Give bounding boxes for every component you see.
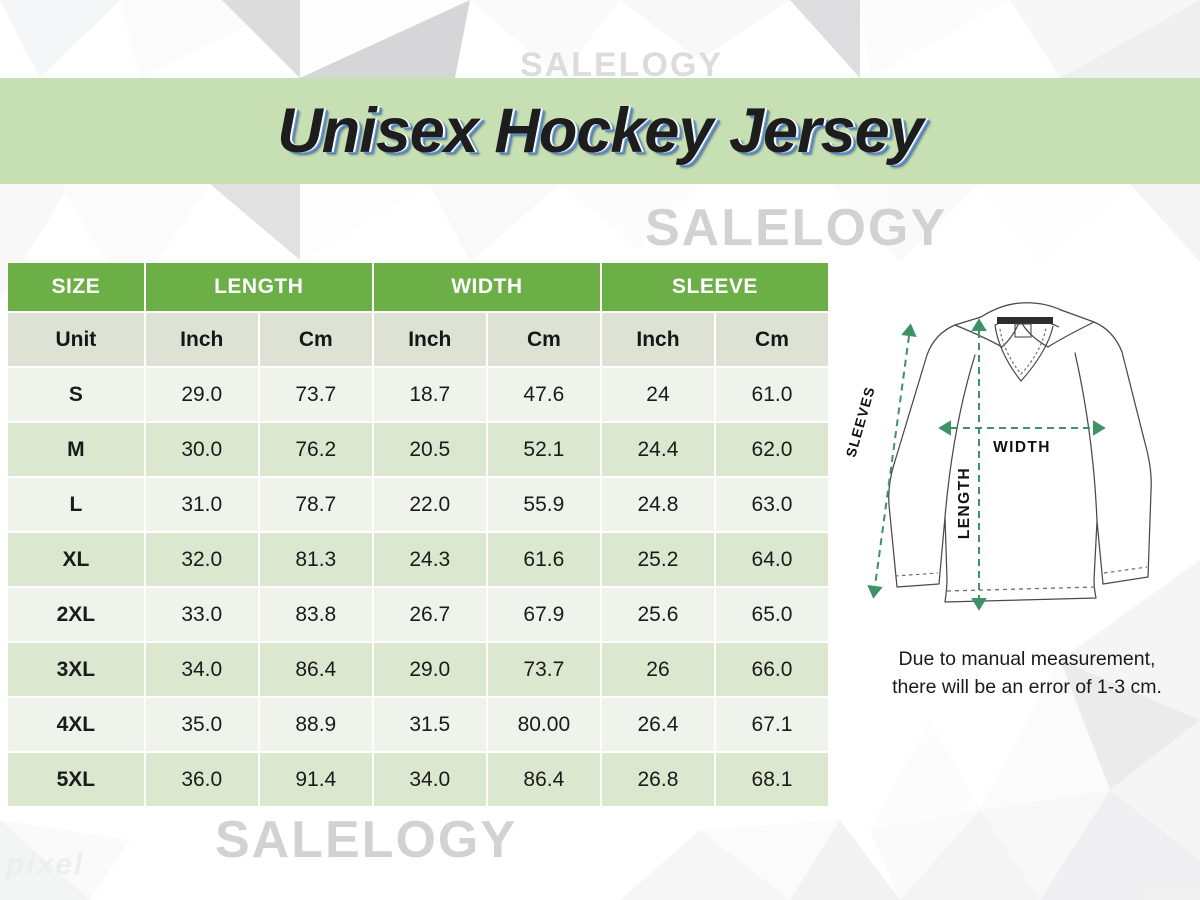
cell-length-cm: 88.9 [259, 698, 372, 751]
cell-length-cm: 83.8 [259, 588, 372, 641]
cell-width-cm: 73.7 [487, 643, 600, 696]
cell-size: L [8, 478, 144, 531]
table-group-header-row: SIZE LENGTH WIDTH SLEEVE [8, 263, 828, 311]
cell-sleeve-cm: 68.1 [715, 753, 828, 806]
page-title: Unisex Hockey Jersey [277, 96, 923, 166]
cell-size: S [8, 368, 144, 421]
cell-sleeve-in: 26.8 [601, 753, 714, 806]
cell-width-cm: 86.4 [487, 753, 600, 806]
watermark-corner: pixel [6, 848, 85, 881]
title-band: Unisex Hockey Jersey [0, 78, 1200, 184]
cell-sleeve-in: 25.2 [601, 533, 714, 586]
watermark-top: SALELOGY [520, 46, 724, 84]
cell-sleeve-cm: 67.1 [715, 698, 828, 751]
cell-width-cm: 80.00 [487, 698, 600, 751]
unit-width-cm: Cm [487, 313, 600, 366]
cell-length-in: 29.0 [145, 368, 258, 421]
cell-sleeve-in: 26 [601, 643, 714, 696]
cell-length-cm: 86.4 [259, 643, 372, 696]
cell-sleeve-cm: 61.0 [715, 368, 828, 421]
right-cuff-stitch [1103, 566, 1148, 574]
cell-width-in: 18.7 [373, 368, 486, 421]
cell-length-cm: 76.2 [259, 423, 372, 476]
unit-sleeve-inch: Inch [601, 313, 714, 366]
cell-sleeve-in: 26.4 [601, 698, 714, 751]
cell-size: 4XL [8, 698, 144, 751]
cell-width-cm: 55.9 [487, 478, 600, 531]
header-sleeve: SLEEVE [601, 263, 828, 311]
cell-sleeve-cm: 65.0 [715, 588, 828, 641]
cell-width-cm: 47.6 [487, 368, 600, 421]
cell-width-in: 31.5 [373, 698, 486, 751]
cell-size: 2XL [8, 588, 144, 641]
cell-width-in: 20.5 [373, 423, 486, 476]
table-row: 3XL 34.0 86.4 29.0 73.7 26 66.0 [8, 643, 828, 696]
cell-width-in: 24.3 [373, 533, 486, 586]
cell-width-cm: 52.1 [487, 423, 600, 476]
cell-size: 3XL [8, 643, 144, 696]
cell-size: XL [8, 533, 144, 586]
cell-sleeve-cm: 63.0 [715, 478, 828, 531]
cell-length-in: 30.0 [145, 423, 258, 476]
table-row: 5XL 36.0 91.4 34.0 86.4 26.8 68.1 [8, 753, 828, 806]
disclaimer-line-1: Due to manual measurement, [898, 648, 1156, 670]
cell-length-in: 31.0 [145, 478, 258, 531]
cell-sleeve-cm: 64.0 [715, 533, 828, 586]
cell-width-cm: 67.9 [487, 588, 600, 641]
cell-width-cm: 61.6 [487, 533, 600, 586]
sleeves-label: SLEEVES [845, 384, 878, 459]
cell-size: M [8, 423, 144, 476]
neck-tape [997, 317, 1053, 324]
disclaimer-line-2: there will be an error of 1-3 cm. [892, 676, 1162, 699]
cell-length-cm: 78.7 [259, 478, 372, 531]
table-row: 4XL 35.0 88.9 31.5 80.00 26.4 67.1 [8, 698, 828, 751]
unit-length-cm: Cm [259, 313, 372, 366]
table-row: 2XL 33.0 83.8 26.7 67.9 25.6 65.0 [8, 588, 828, 641]
size-tag [1014, 323, 1032, 338]
cell-length-cm: 91.4 [259, 753, 372, 806]
cell-sleeve-in: 24.8 [601, 478, 714, 531]
unit-length-inch: Inch [145, 313, 258, 366]
unit-label: Unit [8, 313, 144, 366]
size-chart-table: SIZE LENGTH WIDTH SLEEVE Unit Inch Cm In… [6, 261, 830, 808]
header-size: SIZE [8, 263, 144, 311]
cell-sleeve-cm: 66.0 [715, 643, 828, 696]
unit-sleeve-cm: Cm [715, 313, 828, 366]
cell-size: 5XL [8, 753, 144, 806]
cell-width-in: 26.7 [373, 588, 486, 641]
cell-width-in: 22.0 [373, 478, 486, 531]
cell-sleeve-in: 25.6 [601, 588, 714, 641]
cell-length-in: 36.0 [145, 753, 258, 806]
cell-length-cm: 81.3 [259, 533, 372, 586]
unit-width-inch: Inch [373, 313, 486, 366]
table-unit-row: Unit Inch Cm Inch Cm Inch Cm [8, 313, 828, 366]
cell-length-in: 34.0 [145, 643, 258, 696]
cell-length-in: 35.0 [145, 698, 258, 751]
table-row: S 29.0 73.7 18.7 47.6 24 61.0 [8, 368, 828, 421]
cell-length-in: 33.0 [145, 588, 258, 641]
header-width: WIDTH [373, 263, 600, 311]
sleeves-measure-line [867, 323, 917, 599]
cell-length-in: 32.0 [145, 533, 258, 586]
length-label: LENGTH [956, 467, 973, 539]
table-row: M 30.0 76.2 20.5 52.1 24.4 62.0 [8, 423, 828, 476]
jersey-measurement-diagram: WIDTH LENGTH SLEEVES [845, 295, 1190, 645]
watermark-middle: SALELOGY [645, 199, 948, 257]
table-row: L 31.0 78.7 22.0 55.9 24.8 63.0 [8, 478, 828, 531]
cell-width-in: 29.0 [373, 643, 486, 696]
measurement-disclaimer: Due to manual measurement, there will be… [862, 645, 1192, 702]
header-length: LENGTH [145, 263, 372, 311]
table-row: XL 32.0 81.3 24.3 61.6 25.2 64.0 [8, 533, 828, 586]
width-label: WIDTH [993, 439, 1051, 456]
cell-sleeve-in: 24.4 [601, 423, 714, 476]
cell-length-cm: 73.7 [259, 368, 372, 421]
watermark-bottom: SALELOGY [215, 811, 518, 869]
cell-width-in: 34.0 [373, 753, 486, 806]
cell-sleeve-in: 24 [601, 368, 714, 421]
cell-sleeve-cm: 62.0 [715, 423, 828, 476]
